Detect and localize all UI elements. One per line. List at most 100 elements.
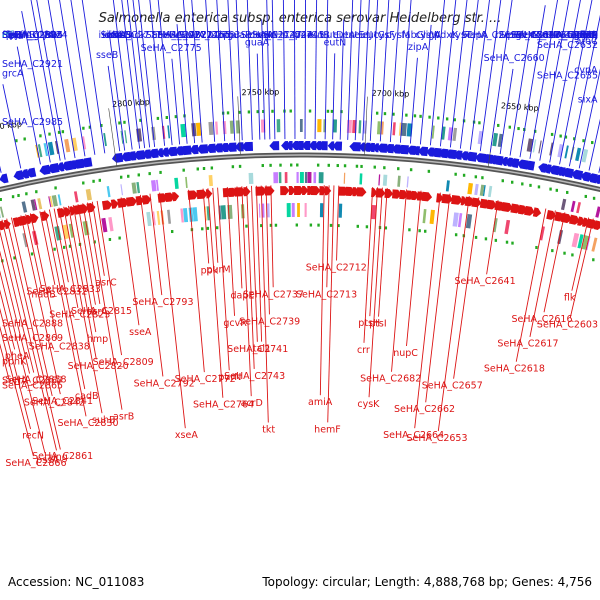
forward-gene	[376, 143, 388, 153]
reverse-cog-block	[208, 174, 213, 187]
forward-gene	[0, 173, 9, 184]
marker	[564, 135, 568, 139]
gene-label: cysW	[415, 30, 441, 41]
marker	[11, 195, 15, 199]
leader-line	[453, 197, 480, 379]
reverse-gene	[302, 186, 309, 196]
marker	[478, 121, 481, 125]
reverse-gene	[196, 189, 208, 200]
gene-label: SeHA_C2639	[537, 30, 598, 41]
tick-line	[108, 108, 117, 166]
marker	[474, 235, 478, 239]
gene-label: dapA	[249, 30, 274, 41]
leader-line	[571, 217, 590, 291]
marker	[148, 172, 151, 176]
forward-gene	[166, 146, 178, 157]
leader-line	[519, 5, 546, 158]
leader-line	[419, 24, 432, 145]
reverse-gene	[288, 186, 296, 196]
marker	[226, 111, 230, 115]
marker	[409, 168, 413, 172]
leader-line	[414, 192, 441, 429]
gene-label: yfhB	[14, 30, 36, 41]
leader-line	[63, 206, 103, 414]
leader-line	[72, 204, 97, 333]
leader-line	[271, 0, 276, 140]
marker	[497, 123, 500, 127]
gene-label: pssA	[36, 455, 59, 466]
leader-line	[47, 0, 76, 159]
forward-gene	[362, 142, 371, 152]
leader-line	[324, 0, 329, 140]
gene-label: accD	[574, 30, 598, 41]
forward-cog-block	[532, 139, 537, 153]
marker	[156, 116, 160, 120]
marker	[517, 127, 520, 131]
gene-label: SeHA_C2617	[497, 339, 558, 350]
gene-label: ung	[50, 452, 68, 463]
gene-label: fabG	[401, 30, 424, 41]
forward-gene	[308, 141, 317, 151]
forward-gene	[580, 171, 591, 182]
forward-cog-block	[103, 133, 107, 147]
gene-label: ppnK	[2, 357, 27, 368]
forward-gene	[358, 142, 366, 152]
reverse-gene	[517, 204, 528, 215]
reverse-gene	[164, 192, 175, 203]
gene-label: SeHA_C2663	[533, 30, 594, 41]
gene-label: sseA	[129, 327, 152, 338]
reverse-cog-block	[474, 183, 479, 196]
gene-label: pdxB	[574, 30, 598, 41]
marker	[39, 134, 42, 138]
leader-line	[0, 270, 46, 454]
marker	[54, 186, 57, 190]
leader-line	[25, 214, 42, 288]
gene-label: upp	[211, 30, 229, 41]
marker	[373, 165, 376, 169]
gene-label: SeHA_C2777	[101, 30, 162, 41]
reverse-cog-block	[378, 174, 381, 186]
reverse-gene	[310, 186, 321, 196]
forward-gene	[111, 152, 124, 163]
marker	[23, 137, 26, 141]
gene-label: SeHA_C2793	[132, 297, 193, 308]
leader-line	[326, 185, 330, 288]
forward-cog-block	[299, 119, 303, 133]
gene-label: fadI	[580, 30, 598, 41]
leader-line	[409, 57, 418, 144]
marker	[474, 175, 478, 179]
reverse-cog-block	[0, 213, 2, 219]
forward-cog-block	[358, 120, 362, 134]
reverse-gene	[110, 199, 119, 209]
gene-label: xseA	[175, 430, 198, 441]
gene-label: ndk	[128, 30, 146, 41]
reverse-cog-block	[284, 172, 288, 184]
marker	[108, 237, 112, 241]
gene-label: pheA	[5, 351, 30, 362]
reverse-cog-block	[504, 219, 511, 235]
gene-label: SeHA_C2865	[2, 380, 63, 391]
marker	[98, 178, 102, 182]
gene-label: ptsI	[369, 319, 387, 330]
reverse-cog-block	[571, 232, 580, 248]
marker	[82, 126, 85, 130]
reverse-cog-block	[136, 181, 141, 194]
leader-line	[529, 210, 556, 337]
reverse-gene	[532, 207, 542, 217]
reverse-cog-block	[406, 176, 409, 188]
gene-label: SeHA_C2838	[29, 341, 90, 352]
tick-line	[237, 96, 241, 155]
leader-line	[489, 0, 513, 153]
reverse-gene	[479, 198, 491, 209]
gene-label: SeHA_C2815	[71, 306, 132, 317]
gene-label: SeHA_C2641	[455, 276, 516, 287]
gene-label: suhB	[92, 415, 116, 426]
gene-label: purM	[206, 265, 230, 276]
leader-line	[369, 187, 379, 317]
reverse-gene	[101, 200, 113, 211]
leader-line	[439, 0, 457, 147]
leader-line	[58, 207, 79, 308]
gene-label: SeHA_C2739	[239, 316, 300, 327]
marker	[533, 129, 537, 133]
gene-label: SeHA_C2657	[422, 381, 483, 392]
